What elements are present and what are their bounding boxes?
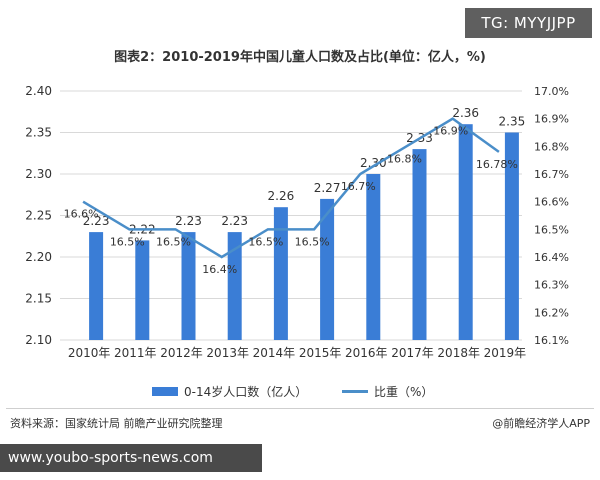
credit-note: @前瞻经济学人APP bbox=[492, 417, 590, 430]
line-value-label: 16.7% bbox=[341, 180, 376, 193]
line-value-label: 16.78% bbox=[476, 158, 518, 171]
y-left-tick-label: 2.30 bbox=[25, 167, 52, 181]
y-right-tick-label: 16.4% bbox=[534, 251, 569, 264]
bar bbox=[181, 232, 196, 340]
y-right-tick-label: 16.8% bbox=[534, 140, 569, 153]
line-value-label: 16.6% bbox=[64, 208, 99, 221]
bar-value-label: 2.27 bbox=[314, 181, 341, 195]
x-tick-label: 2014年 bbox=[253, 346, 296, 360]
legend-line-swatch bbox=[342, 389, 368, 393]
y-right-tick-label: 16.6% bbox=[534, 196, 569, 209]
y-right-tick-label: 16.5% bbox=[534, 223, 569, 236]
y-right-tick-label: 16.1% bbox=[534, 334, 569, 347]
y-right-tick-label: 16.3% bbox=[534, 279, 569, 292]
y-left-tick-label: 2.15 bbox=[25, 292, 52, 306]
series-line bbox=[82, 117, 500, 259]
bar bbox=[273, 207, 288, 340]
x-tick-label: 2016年 bbox=[345, 346, 388, 360]
line-value-label: 16.8% bbox=[387, 152, 422, 165]
y-right-tick-label: 17.0% bbox=[534, 85, 569, 98]
x-tick-label: 2011年 bbox=[114, 346, 157, 360]
bar-value-label: 2.35 bbox=[499, 115, 526, 129]
line-value-label: 16.5% bbox=[110, 235, 145, 248]
legend-bar-label: 0-14岁人口数（亿人） bbox=[184, 384, 308, 399]
line-value-label: 16.5% bbox=[156, 235, 191, 248]
bar-value-label: 2.23 bbox=[83, 214, 110, 228]
y-left-tick-label: 2.25 bbox=[25, 209, 52, 223]
legend-item-bars: 0-14岁人口数（亿人） bbox=[152, 382, 307, 400]
line-value-label: 16.4% bbox=[202, 263, 237, 276]
bar-value-label: 2.36 bbox=[452, 106, 479, 120]
bar bbox=[504, 132, 519, 340]
bar-value-label: 2.23 bbox=[175, 214, 202, 228]
y-right-tick-label: 16.7% bbox=[534, 168, 569, 181]
line-value-label: 16.9% bbox=[433, 125, 468, 138]
bar bbox=[458, 124, 473, 340]
tg-badge: TG: MYYJJPP bbox=[465, 8, 592, 38]
url-badge: www.youbo-sports-news.com bbox=[0, 444, 262, 472]
bar bbox=[320, 198, 335, 340]
bar bbox=[89, 232, 104, 340]
bar bbox=[366, 174, 381, 340]
chart-title: 图表2：2010-2019年中国儿童人口数及占比(单位：亿人，%) bbox=[114, 50, 486, 65]
x-tick-label: 2017年 bbox=[391, 346, 434, 360]
x-tick-label: 2018年 bbox=[437, 346, 480, 360]
y-left-tick-label: 2.40 bbox=[25, 84, 52, 98]
x-tick-label: 2019年 bbox=[484, 346, 527, 360]
y-right-tick-label: 16.2% bbox=[534, 306, 569, 319]
bar bbox=[227, 232, 242, 340]
bar-value-label: 2.26 bbox=[268, 189, 295, 203]
footer-divider bbox=[6, 408, 594, 409]
x-tick-label: 2010年 bbox=[68, 346, 111, 360]
legend: 0-14岁人口数（亿人） 比重（%） bbox=[0, 382, 600, 400]
x-tick-label: 2013年 bbox=[206, 346, 249, 360]
legend-item-line: 比重（%） bbox=[342, 382, 433, 400]
line-value-label: 16.5% bbox=[248, 235, 283, 248]
bar-value-label: 2.30 bbox=[360, 156, 387, 170]
line-value-label: 16.5% bbox=[295, 235, 330, 248]
bar bbox=[135, 240, 150, 340]
y-left-tick-label: 2.10 bbox=[25, 333, 52, 347]
y-right-tick-label: 16.9% bbox=[534, 113, 569, 126]
bar-value-label: 2.23 bbox=[221, 214, 248, 228]
y-left-tick-label: 2.20 bbox=[25, 250, 52, 264]
chart-svg: 2.10 2.15 2.20 2.25 2.30 2.35 2.40 16.1% 16.2% 16… bbox=[25, 84, 569, 360]
x-tick-label: 2012年 bbox=[160, 346, 203, 360]
bar bbox=[412, 149, 427, 340]
legend-bar-swatch bbox=[152, 386, 178, 396]
legend-line-label: 比重（%） bbox=[374, 384, 434, 399]
source-note: 资料来源：国家统计局 前瞻产业研究院整理 bbox=[10, 417, 223, 430]
y-left-tick-label: 2.35 bbox=[25, 126, 52, 140]
x-tick-label: 2015年 bbox=[299, 346, 342, 360]
